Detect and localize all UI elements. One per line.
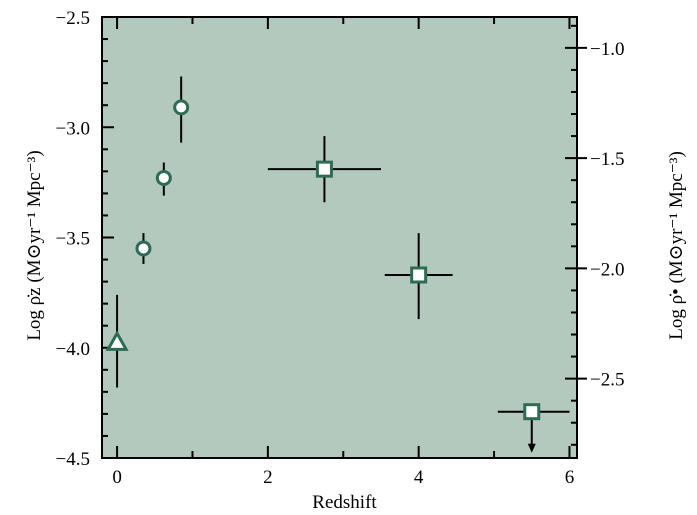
y-tick-label-left: −4.5	[56, 449, 90, 470]
data-point	[384, 233, 453, 320]
data-point	[135, 233, 152, 264]
y-tick-label-left: −2.5	[56, 8, 90, 29]
plot-frame	[101, 16, 578, 459]
data-point	[267, 136, 381, 203]
x-tick-label: 2	[263, 467, 273, 488]
x-tick-label: 0	[112, 467, 122, 488]
y-axis-title-right: Log ρ̇• (M⊙yr⁻¹ Mpc⁻³)	[666, 151, 687, 340]
y-tick-label-left: −4.0	[56, 339, 90, 360]
x-axis-title: Redshift	[312, 492, 377, 513]
x-tick-label: 6	[565, 467, 575, 488]
y-tick-label-left: −3.0	[56, 118, 90, 139]
data-point	[173, 76, 190, 143]
y-tick-label-right: −1.5	[590, 149, 624, 170]
data-point	[155, 162, 172, 196]
square-marker	[523, 403, 541, 421]
data-point	[497, 403, 570, 453]
y-axis-title-left: Log ρ̇z (M⊙yr⁻¹ Mpc⁻³)	[24, 150, 45, 340]
x-tick-label: 4	[414, 467, 424, 488]
triangle-marker	[105, 330, 129, 351]
circle-marker	[173, 99, 190, 116]
y-tick-label-left: −3.5	[56, 229, 90, 250]
plot-area	[102, 17, 577, 458]
circle-marker	[155, 169, 172, 186]
data-points	[105, 76, 570, 453]
circle-marker	[135, 240, 152, 257]
axis-labels: 0 2 4 6 −4.5 −4.0 −3.5 −3.0 −2.5 −2.5 −2.0 −1.5 −1.0…	[24, 8, 687, 513]
square-marker	[410, 266, 428, 284]
square-marker	[315, 160, 333, 178]
y-tick-label-right: −2.5	[590, 370, 624, 391]
y-tick-label-right: −2.0	[590, 259, 624, 280]
upper-limit-arrow	[527, 443, 536, 453]
data-point	[105, 294, 129, 388]
y-tick-label-right: −1.0	[590, 39, 624, 60]
axis-ticks	[102, 16, 587, 459]
